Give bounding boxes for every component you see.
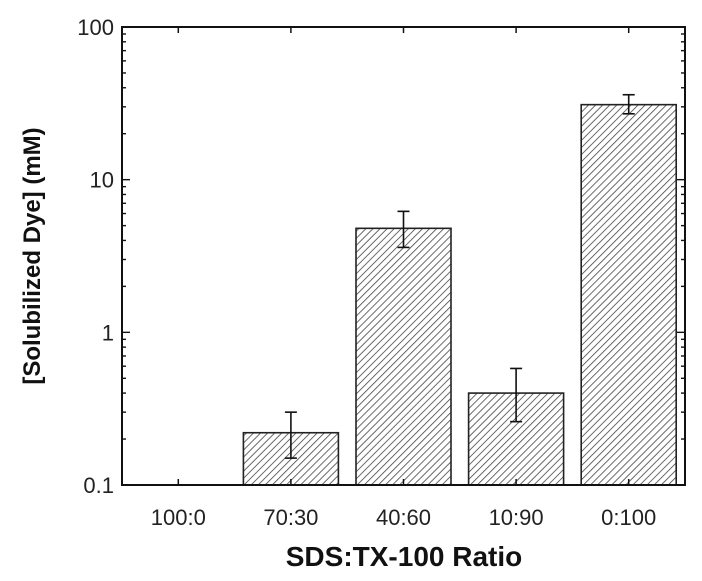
x-tick-label: 0:100	[601, 505, 656, 530]
error-bar-0-100	[622, 93, 635, 115]
x-tick-label: 100:0	[151, 505, 206, 530]
y-tick-label: 100	[77, 15, 114, 40]
x-tick-label: 70:30	[263, 505, 318, 530]
y-tick-label: 10	[90, 168, 114, 193]
x-tick-label: 40:60	[376, 505, 431, 530]
x-axis-title: SDS:TX-100 Ratio	[286, 541, 523, 572]
y-tick-label: 0.1	[83, 473, 114, 498]
bar-0-100	[580, 103, 678, 486]
y-axis-title: [Solubilized Dye] (mM)	[19, 127, 46, 384]
bar-40-60	[355, 227, 452, 486]
x-tick-label: 10:90	[489, 505, 544, 530]
error-bar-40-60	[397, 210, 410, 249]
error-bar-10-90	[510, 367, 523, 423]
error-bar-70-30	[284, 411, 297, 459]
y-tick-label: 1	[102, 320, 114, 345]
